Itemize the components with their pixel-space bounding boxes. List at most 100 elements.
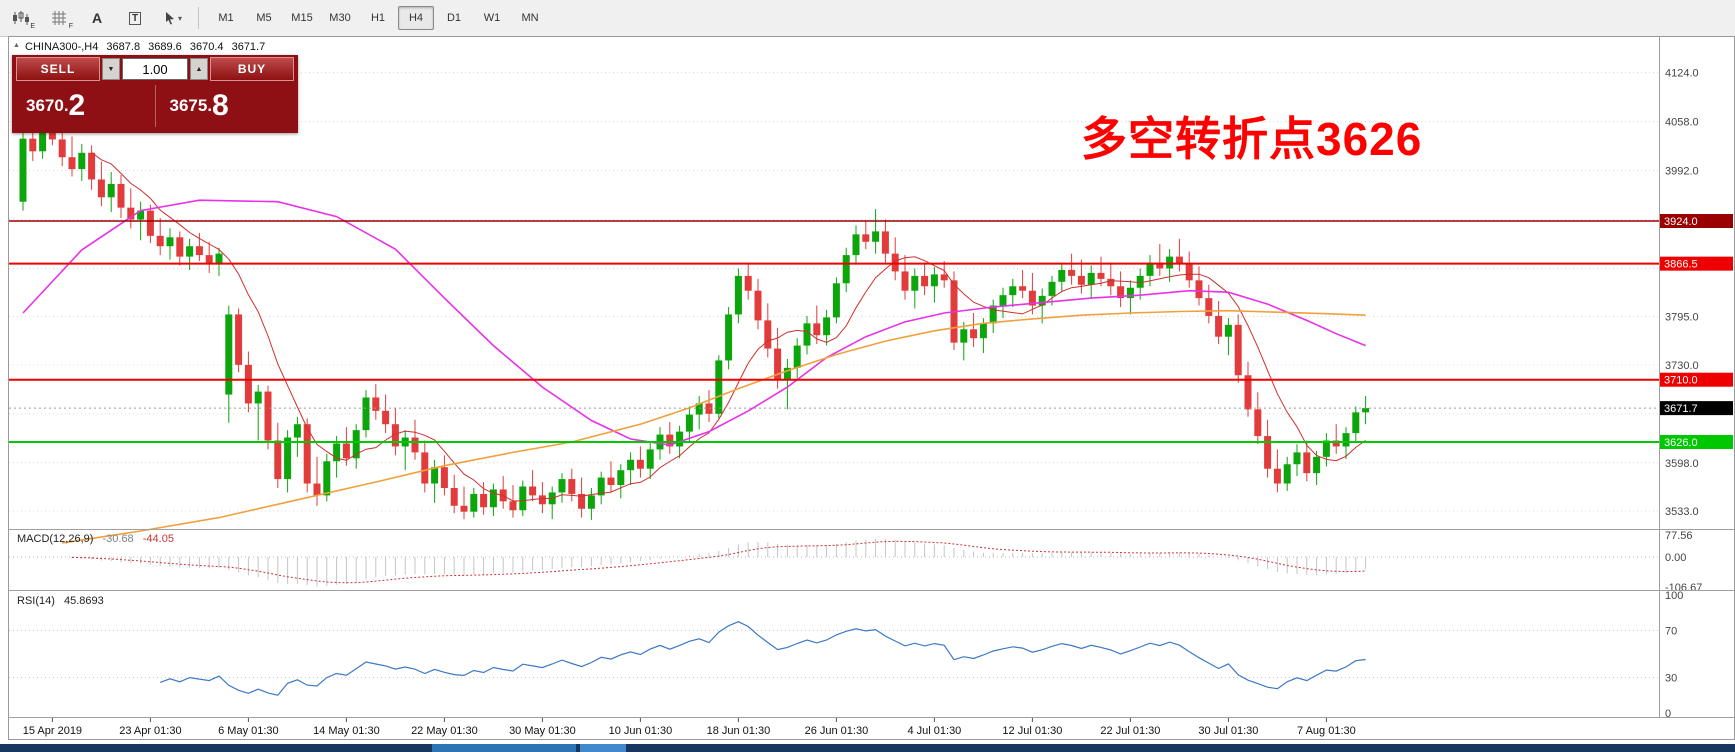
price-label-box (1660, 435, 1733, 449)
ma-magenta-line (22, 199, 1366, 446)
timeframe-button-h4[interactable]: H4 (398, 6, 434, 30)
svg-text:30 Jul 01:30: 30 Jul 01:30 (1198, 725, 1258, 737)
ma-fast-red-line (91, 152, 1366, 502)
rsi-indicator-header: RSI(14) 45.8693 (17, 595, 104, 607)
timeframe-button-m1[interactable]: M1 (218, 12, 234, 24)
timeframe-button-d1[interactable]: D1 (446, 12, 462, 24)
tool-letter: A (91, 10, 103, 26)
time-axis[interactable]: 15 Apr 2019 23 Apr 01:30 6 May 01:30 14 May… (23, 717, 1356, 737)
svg-text:3626.0: 3626.0 (1664, 437, 1698, 449)
moving-averages-layer (22, 152, 1366, 544)
bottom-bar (0, 744, 1735, 752)
bottom-bar-segment (580, 744, 626, 752)
text-label-tool-icon[interactable]: A (80, 4, 114, 32)
svg-text:-106.67: -106.67 (1665, 582, 1702, 594)
volume-decrease-button[interactable]: ▼ (102, 58, 120, 80)
macd-signal-line (71, 540, 1366, 584)
svg-text:3795.0: 3795.0 (1665, 312, 1699, 324)
cursor-tool-icon[interactable]: ▾ (156, 4, 190, 32)
one-click-trade-panel: SELL ▼ 1.00 ▲ BUY 3670. 2 3675. 8 (12, 55, 298, 133)
price-label-box (1660, 214, 1733, 229)
buy-price-big-digit: 8 (212, 89, 229, 122)
grid-glyph (52, 11, 66, 25)
buy-button[interactable]: BUY (210, 57, 294, 81)
sell-price-main: 3670. (26, 96, 69, 115)
arrow-up-icon: ▲ (195, 65, 203, 73)
svg-text:12 Jul 01:30: 12 Jul 01:30 (1002, 725, 1062, 737)
svg-text:100: 100 (1665, 590, 1683, 602)
open-value: 3687.8 (106, 41, 141, 53)
chart-edit-icon[interactable]: E (4, 4, 38, 32)
price-label-box (1660, 401, 1733, 416)
volume-input[interactable]: 1.00 (122, 58, 188, 80)
svg-text:3598.0: 3598.0 (1665, 458, 1699, 470)
macd-panel: 77.56 0.00 -106.67 (9, 530, 1702, 594)
svg-text:18 Jun 01:30: 18 Jun 01:30 (707, 725, 771, 737)
rsi-title: RSI(14) (17, 595, 55, 607)
high-value: 3689.6 (148, 41, 182, 53)
svg-text:15 Apr 2019: 15 Apr 2019 (23, 725, 82, 737)
svg-text:3710.0: 3710.0 (1664, 375, 1698, 387)
panel-separators (9, 37, 1734, 718)
arrow-down-icon: ▼ (107, 65, 115, 73)
macd-signal-value: -44.05 (142, 533, 174, 545)
buy-price[interactable]: 3675. 8 (156, 81, 299, 131)
symbol-period-label: CHINA300-,H4 (25, 41, 99, 53)
sell-button[interactable]: SELL (16, 57, 100, 81)
price-label-box (1660, 256, 1733, 271)
sell-price[interactable]: 3670. 2 (12, 81, 155, 131)
svg-text:22 Jul 01:30: 22 Jul 01:30 (1100, 725, 1160, 737)
rsi-value: 45.8693 (63, 595, 104, 607)
rsi-line (159, 621, 1366, 696)
timeframe-button-m5[interactable]: M5 (256, 12, 272, 24)
bottom-bar-segment (432, 744, 576, 752)
macd-main-value: -30.68 (102, 533, 134, 545)
timeframe-button-group: M1 M5 M15 M30 H1 H4 D1 W1 MN (207, 6, 549, 30)
grid-icon[interactable]: F (42, 4, 76, 32)
tool-badge: E (30, 23, 35, 30)
toolbar: E F A T ▾ M1 M5 M15 M30 H1 H4 D1 W1 MN (0, 0, 1735, 37)
volume-increase-button[interactable]: ▲ (190, 58, 208, 80)
trade-panel-toggle-icon[interactable]: ▲ (13, 42, 20, 49)
annotation-text: 多空转折点3626 (1081, 113, 1423, 165)
price-divider (154, 85, 156, 127)
svg-text:3730.0: 3730.0 (1665, 360, 1699, 372)
timeframe-button-m30[interactable]: M30 (329, 12, 351, 24)
timeframe-button-mn[interactable]: MN (521, 12, 539, 24)
svg-text:10 Jun 01:30: 10 Jun 01:30 (609, 725, 673, 737)
svg-text:3924.0: 3924.0 (1664, 216, 1698, 228)
price-label-box (1660, 372, 1733, 387)
chart-canvas[interactable]: 3924.0 3866.5 3710.0 3626.0 3671.7 4124.0 4058… (9, 37, 1734, 739)
svg-text:77.56: 77.56 (1665, 530, 1693, 542)
tool-badge: F (68, 23, 73, 30)
chevron-down-icon: ▾ (177, 13, 182, 23)
timeframe-button-m15[interactable]: M15 (291, 12, 313, 24)
trade-panel-prices: 3670. 2 3675. 8 (12, 81, 298, 131)
timeframe-button-h1[interactable]: H1 (370, 12, 386, 24)
svg-text:30: 30 (1665, 673, 1677, 685)
svg-text:14 May 01:30: 14 May 01:30 (313, 725, 380, 737)
sell-price-big-digit: 2 (68, 89, 86, 122)
svg-text:0: 0 (1665, 708, 1671, 720)
svg-text:22 May 01:30: 22 May 01:30 (411, 725, 478, 737)
svg-text:4124.0: 4124.0 (1665, 68, 1699, 80)
tool-letter: T (128, 11, 142, 25)
price-axis[interactable]: 4124.0 4058.0 3992.0 3795.0 3730.0 3598.0 3533… (1665, 68, 1699, 518)
svg-text:70: 70 (1665, 625, 1677, 637)
svg-text:3866.5: 3866.5 (1664, 259, 1698, 271)
close-value: 3671.7 (231, 41, 266, 53)
svg-text:3671.7: 3671.7 (1664, 403, 1698, 415)
ma-orange-line (62, 309, 1366, 544)
svg-text:3533.0: 3533.0 (1665, 506, 1699, 518)
symbol-ohlc-header: CHINA300-,H4 3687.8 3689.6 3670.4 3671.7 (25, 41, 270, 53)
buy-price-main: 3675. (169, 96, 213, 115)
low-value: 3670.4 (189, 41, 224, 53)
svg-text:4 Jul 01:30: 4 Jul 01:30 (907, 725, 961, 737)
svg-text:3992.0: 3992.0 (1665, 166, 1699, 178)
timeframe-button-w1[interactable]: W1 (483, 12, 501, 24)
svg-text:7 Aug 01:30: 7 Aug 01:30 (1297, 725, 1356, 737)
svg-text:30 May 01:30: 30 May 01:30 (509, 725, 576, 737)
svg-text:0.00: 0.00 (1665, 552, 1686, 564)
trade-panel-controls: SELL ▼ 1.00 ▲ BUY (12, 55, 298, 81)
text-box-tool-icon[interactable]: T (118, 4, 152, 32)
